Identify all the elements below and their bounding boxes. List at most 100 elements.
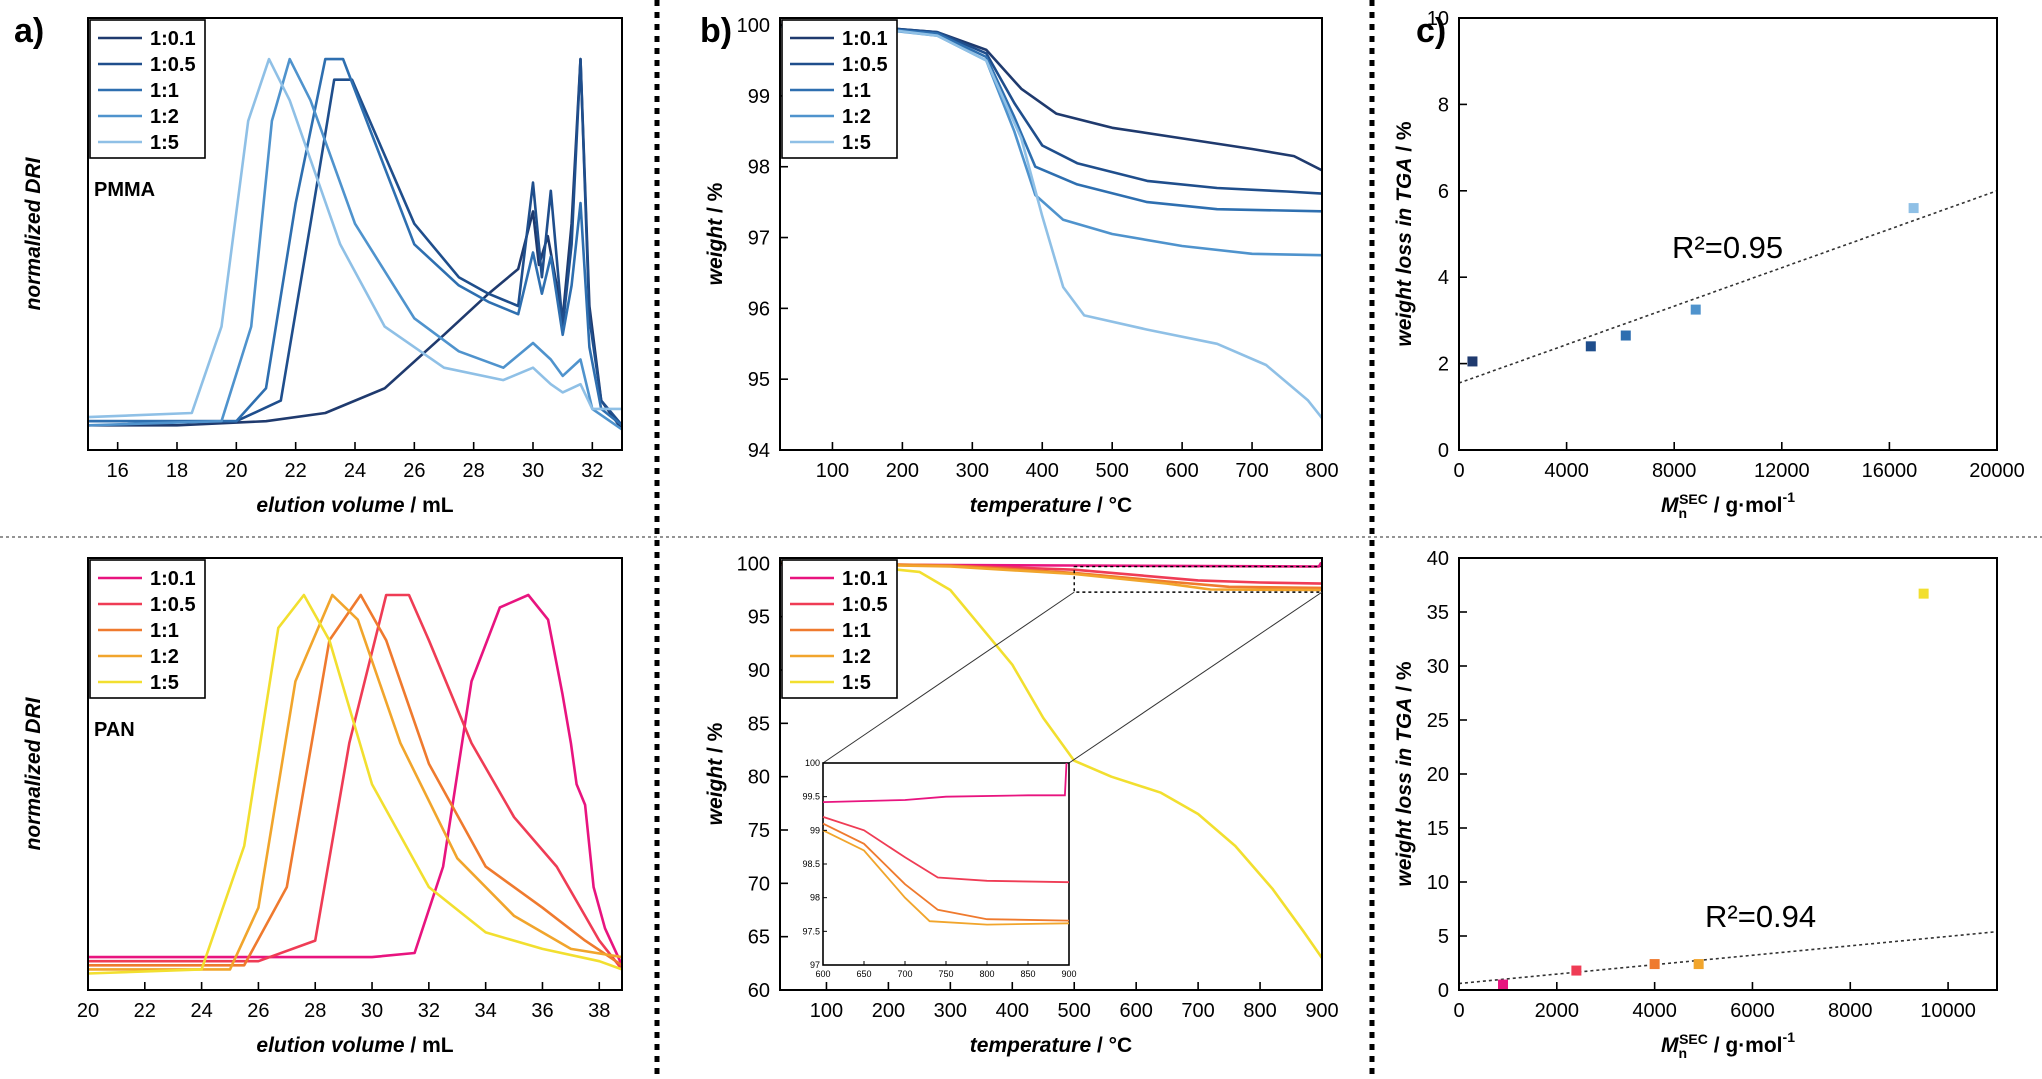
inset-frame: [822, 762, 1070, 966]
x-tick-label: 8000: [1828, 1000, 1873, 1022]
y-tick-label: 94: [748, 440, 770, 462]
series-line-1:2: [88, 57, 622, 431]
x-tick-label: 28: [463, 460, 485, 482]
x-tick-label: 20: [225, 460, 247, 482]
y-tick-label: 10: [1427, 872, 1449, 894]
legend-label: 1:0.5: [842, 54, 888, 76]
x-tick-label: 26: [247, 1000, 269, 1022]
inset-x-tick-label: 800: [979, 969, 994, 979]
y-tick-label: 100: [737, 15, 770, 37]
legend-label: 1:1: [842, 620, 871, 642]
x-axis-label: temperature / °C: [970, 494, 1132, 517]
x-tick-label: 22: [134, 1000, 156, 1022]
series-line-1:1: [88, 57, 622, 427]
inset-x-tick-label: 650: [856, 969, 871, 979]
x-tick-label: 800: [1305, 460, 1338, 482]
chart-c_top: 0 4000 8000 12000 16000 20000 0 2 4 6 8 10 MnSEC / g…: [1393, 8, 2025, 521]
inset-x-tick-label: 700: [897, 969, 912, 979]
y-tick-label: 4: [1438, 267, 1449, 289]
y-axis-label: weight loss in TGA / %: [1393, 661, 1416, 887]
x-tick-label: 400: [996, 1000, 1029, 1022]
fit-line: [1458, 930, 1998, 985]
x-tick-label: 700: [1235, 460, 1268, 482]
x-tick-label: 200: [886, 460, 919, 482]
x-tick-label: 10000: [1920, 1000, 1976, 1022]
x-tick-label: 4000: [1632, 1000, 1677, 1022]
x-tick-label: 8000: [1652, 460, 1697, 482]
series-line-1:0.1: [88, 593, 622, 966]
y-axis-label-main: weight loss in TGA: [1393, 158, 1416, 347]
y-tick-label: 15: [1427, 818, 1449, 840]
plot-frame: [779, 557, 1323, 991]
legend-label: 1:0.1: [150, 28, 196, 50]
y-axis-label: normalized DRI: [22, 696, 45, 850]
x-tick-label: 28: [304, 1000, 326, 1022]
y-tick-label: 35: [1427, 602, 1449, 624]
data-point: [1620, 330, 1631, 341]
data-point: [1649, 959, 1660, 970]
inset-series-1:2: [822, 829, 1070, 926]
y-tick-label: 6: [1438, 181, 1449, 203]
x-tick-label: 12000: [1754, 460, 1810, 482]
y-axis-label-main: normalized DRI: [22, 156, 45, 310]
inset-x-tick-label: 750: [938, 969, 953, 979]
inset-y-tick-label: 99: [810, 825, 820, 835]
legend-label: 1:5: [842, 132, 871, 154]
x-tick-label: 400: [1026, 460, 1059, 482]
legend-label: 1:5: [842, 672, 871, 694]
inset-y-tick-label: 97: [810, 960, 820, 970]
y-axis-label-unit: / %: [1393, 661, 1416, 698]
r-squared-annotation: R²=0.95: [1672, 230, 1783, 265]
y-tick-label: 85: [748, 713, 770, 735]
y-tick-label: 2: [1438, 354, 1449, 376]
legend-label: 1:1: [842, 80, 871, 102]
data-point: [1690, 304, 1701, 315]
legend-label: 1:0.5: [150, 594, 196, 616]
y-tick-label: 97: [748, 228, 770, 250]
legend-label: 1:0.1: [842, 568, 888, 590]
x-tick-label: 32: [581, 460, 603, 482]
series-line-1:5: [88, 57, 622, 419]
y-axis-label: normalized DRI: [22, 156, 45, 310]
x-axis-label-sub: n: [1679, 1045, 1688, 1061]
legend-label: 1:1: [150, 80, 179, 102]
y-tick-label: 99: [748, 86, 770, 108]
x-tick-label: 30: [522, 460, 544, 482]
inset-y-tick-label: 97.5: [802, 926, 820, 936]
y-tick-label: 96: [748, 298, 770, 320]
x-tick-label: 24: [344, 460, 366, 482]
x-axis-label-main: temperature: [970, 1034, 1092, 1057]
plot-frame: [87, 557, 623, 991]
y-axis-label-main: normalized DRI: [22, 696, 45, 850]
x-tick-label: 16000: [1862, 460, 1918, 482]
y-tick-label: 30: [1427, 656, 1449, 678]
x-axis-label-sup: SEC: [1679, 491, 1708, 507]
y-tick-label: 25: [1427, 710, 1449, 732]
plot-frame: [779, 17, 1323, 451]
x-axis-label-unit-sup: -1: [1783, 489, 1796, 505]
x-tick-label: 500: [1058, 1000, 1091, 1022]
series-line-1:0.5: [88, 593, 622, 971]
y-tick-label: 90: [748, 660, 770, 682]
zoom-region: [1073, 565, 1323, 593]
y-tick-label: 95: [748, 607, 770, 629]
y-axis-label: weight / %: [704, 182, 727, 285]
legend-label: 1:2: [842, 106, 871, 128]
x-tick-label: 20000: [1969, 460, 2025, 482]
x-tick-label: 100: [810, 1000, 843, 1022]
series-line-1:5: [780, 562, 1322, 959]
y-tick-label: 75: [748, 820, 770, 842]
inset-x-tick-label: 850: [1020, 969, 1035, 979]
legend-label: 1:0.1: [842, 28, 888, 50]
legend-label: 1:0.5: [150, 54, 196, 76]
x-axis-label-unit: / g·mol: [1708, 494, 1783, 517]
panel-label-a: a): [14, 12, 45, 50]
x-tick-label: 18: [166, 460, 188, 482]
x-tick-label: 300: [956, 460, 989, 482]
x-tick-label: 30: [361, 1000, 383, 1022]
x-tick-label: 34: [475, 1000, 497, 1022]
series-line-1:5: [780, 23, 1322, 419]
x-tick-label: 24: [190, 1000, 212, 1022]
y-tick-label: 8: [1438, 94, 1449, 116]
y-axis-label: weight loss in TGA / %: [1393, 121, 1416, 347]
